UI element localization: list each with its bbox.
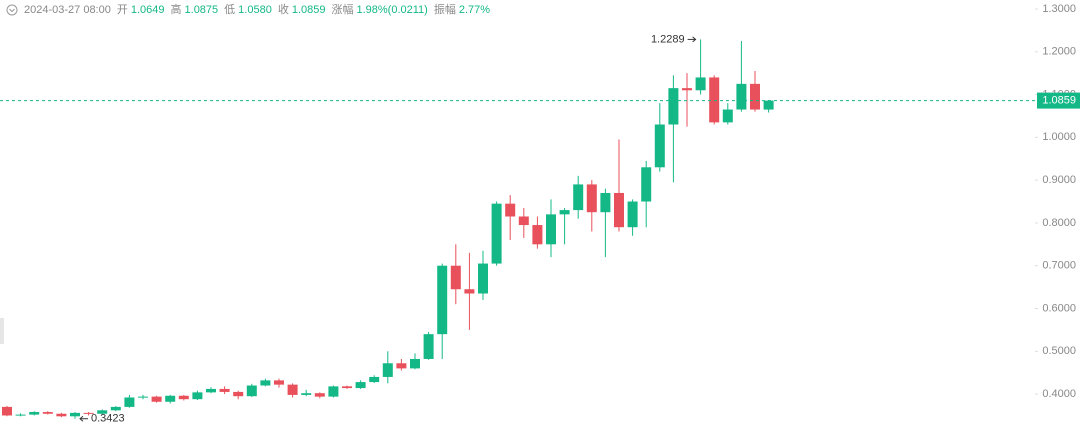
y-tick-label: 0.4000 — [1042, 388, 1076, 400]
header-date: 2024-03-27 08:00 — [24, 4, 111, 16]
candle-body — [301, 393, 312, 395]
max-arrow-head — [692, 36, 697, 43]
y-tick-label: 1.3000 — [1042, 3, 1076, 15]
candle-body — [532, 225, 543, 245]
candle-body — [478, 263, 488, 294]
y-tick-label: 0.8000 — [1042, 217, 1076, 229]
candle-body — [654, 124, 665, 168]
candle-body — [233, 391, 244, 397]
candle-body — [736, 83, 747, 110]
candle-body — [410, 358, 420, 369]
candle-body — [600, 192, 611, 213]
candle-body — [97, 410, 108, 414]
candle-body — [423, 334, 434, 359]
candle-body — [355, 382, 366, 389]
header-label: 开 — [117, 4, 128, 16]
y-tick-label: 0.7000 — [1042, 260, 1076, 272]
header-value: 1.0875 — [185, 4, 219, 16]
candle-body — [274, 380, 284, 385]
candle-body — [614, 192, 624, 228]
candle-body — [695, 77, 706, 91]
y-tick-label: 0.5000 — [1042, 345, 1076, 357]
candle-body — [491, 203, 502, 264]
collapse-chevron — [9, 8, 15, 13]
candle-body — [505, 203, 516, 217]
header-label: 高 — [171, 2, 182, 16]
header-value: 1.0649 — [131, 4, 165, 16]
candle-body — [151, 396, 162, 402]
header-label: 涨幅 — [331, 3, 353, 16]
y-tick-label: 1.2000 — [1042, 46, 1076, 58]
candle-body — [138, 396, 148, 398]
header-label: 收 — [278, 2, 289, 16]
candle-body — [750, 83, 760, 110]
candle-body — [260, 380, 271, 386]
ohlc-header: 2024-03-27 08:00 开 1.0649 高 1.0875 低 1.0580 收 1.… — [24, 2, 490, 16]
y-tick-label: 0.9000 — [1042, 174, 1076, 186]
y-tick-label: 0.6000 — [1042, 302, 1076, 314]
candle-body — [29, 412, 40, 415]
candle-body — [586, 184, 597, 213]
side-handle[interactable] — [0, 318, 4, 344]
candle-body — [722, 109, 733, 123]
y-tick-label: 1.0000 — [1042, 131, 1076, 143]
candle-body — [437, 265, 448, 335]
last-price-tag — [1037, 92, 1080, 109]
collapse-icon[interactable] — [6, 4, 18, 16]
candle-body — [709, 77, 720, 123]
header-value: 1.98%(0.0211) — [356, 4, 427, 16]
candle-body — [70, 412, 80, 417]
candle-body — [641, 167, 652, 202]
candle-body — [178, 395, 189, 400]
last-price-label: 1.0859 — [1042, 94, 1076, 106]
candle-body — [369, 376, 380, 383]
candle-body — [56, 413, 67, 417]
candle-body — [546, 214, 556, 245]
candle-body — [682, 88, 692, 91]
candle-body — [192, 392, 203, 400]
min-label: 0.3423 — [91, 413, 125, 425]
candle-body — [2, 406, 12, 416]
candle-body — [342, 386, 352, 389]
candle-body — [382, 363, 393, 377]
candle-body — [124, 397, 135, 407]
candle-body — [668, 88, 679, 125]
header-label: 低 — [224, 3, 235, 16]
candle-body — [464, 289, 475, 294]
candle-body — [219, 388, 230, 392]
header-label: 振幅 — [434, 2, 456, 16]
candle-body — [396, 363, 407, 369]
max-label: 1.2289 — [651, 33, 685, 45]
min-arrow-head — [79, 415, 84, 422]
candle-body — [246, 385, 257, 397]
candle-body — [206, 388, 216, 393]
candle-body — [559, 210, 570, 215]
candle-body — [518, 216, 529, 226]
candle-body — [763, 100, 774, 110]
candle-body — [627, 201, 638, 228]
candle-body — [287, 384, 298, 395]
candle-body — [15, 414, 26, 416]
header-value: 2.77% — [459, 4, 490, 16]
candle-body — [314, 393, 325, 397]
candle-body — [450, 265, 461, 290]
candle-body — [83, 412, 94, 414]
candle-body — [165, 395, 176, 402]
header-value: 1.0859 — [292, 4, 326, 16]
candle-body — [328, 386, 339, 397]
candle-body — [42, 412, 53, 414]
candle-body — [573, 184, 584, 211]
candle-body — [110, 406, 121, 411]
header-value: 1.0580 — [238, 4, 272, 16]
